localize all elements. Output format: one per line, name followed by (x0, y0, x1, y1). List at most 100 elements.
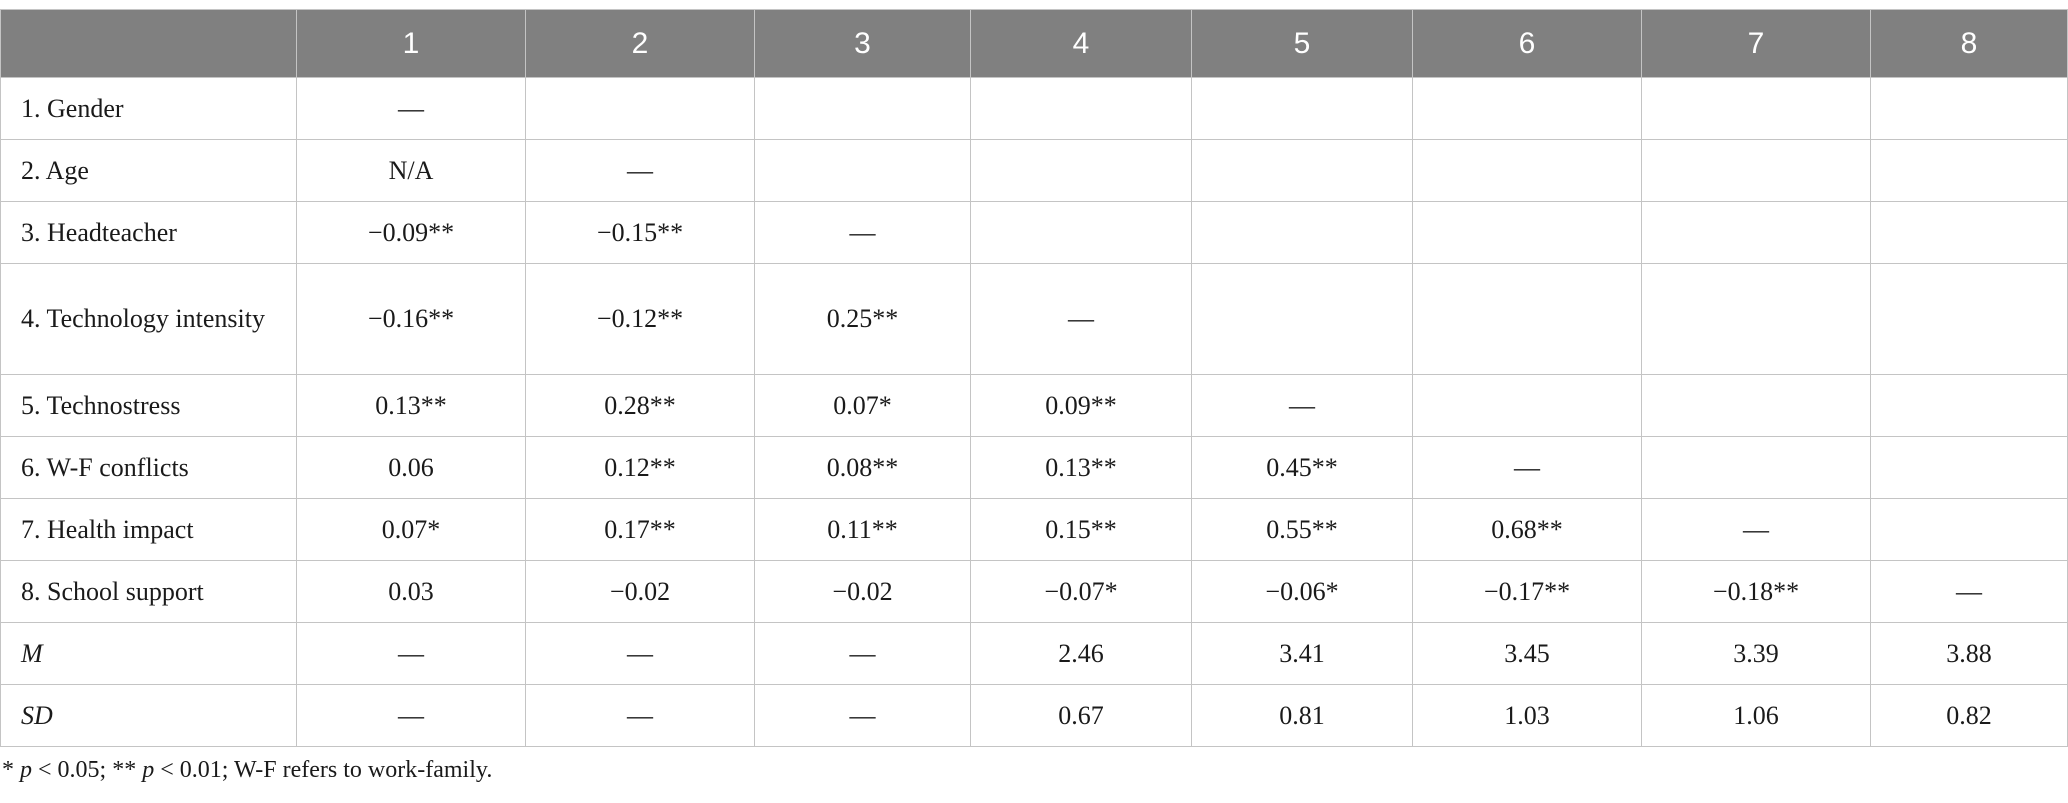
table-cell: — (525, 622, 755, 685)
table-cell (525, 77, 755, 140)
row-label: 1. Gender (0, 77, 297, 140)
row-label: 3. Headteacher (0, 201, 297, 264)
table-cell: 0.07* (754, 374, 971, 437)
row-label: 6. W-F conflicts (0, 436, 297, 499)
table-cell: 1.03 (1412, 684, 1642, 747)
table-cell (1870, 263, 2068, 375)
table-cell: 3.39 (1641, 622, 1871, 685)
table-cell (1641, 374, 1871, 437)
table-row: SD — — —0.67 0.81 1.03 1.06 0.82 (0, 684, 2068, 747)
table-cell (1412, 139, 1642, 202)
table-row: M — — —2.46 3.41 3.45 3.39 3.88 (0, 622, 2068, 685)
table-cell: N/A (296, 139, 526, 202)
column-header: 6 (1412, 9, 1642, 78)
table-cell: −0.09** (296, 201, 526, 264)
table-cell: 0.67 (970, 684, 1192, 747)
table-cell: 0.45** (1191, 436, 1413, 499)
table-cell: — (525, 139, 755, 202)
table-cell: 0.28** (525, 374, 755, 437)
table-cell (754, 139, 971, 202)
table-cell: — (1191, 374, 1413, 437)
row-label: SD (0, 684, 297, 747)
table-cell: 3.41 (1191, 622, 1413, 685)
table-cell: −0.06* (1191, 560, 1413, 623)
table-cell: −0.07* (970, 560, 1192, 623)
table-cell: −0.17** (1412, 560, 1642, 623)
column-header: 7 (1641, 9, 1871, 78)
table-cell (1870, 201, 2068, 264)
table-cell (1191, 263, 1413, 375)
table-row: 2. Age N/A — (0, 139, 2068, 202)
table-cell: — (754, 201, 971, 264)
table-cell: 0.68** (1412, 498, 1642, 561)
table-cell (1191, 201, 1413, 264)
table-cell (1870, 498, 2068, 561)
table-cell (1870, 77, 2068, 140)
table-row: 3. Headteacher −0.09** −0.15** — (0, 201, 2068, 264)
row-label: 2. Age (0, 139, 297, 202)
row-label: 4. Technology intensity (0, 263, 297, 375)
table-cell (970, 77, 1192, 140)
table-cell: −0.02 (754, 560, 971, 623)
table-cell: 0.11** (754, 498, 971, 561)
column-header: 2 (525, 9, 755, 78)
table-cell (1191, 77, 1413, 140)
table-cell: 0.82 (1870, 684, 2068, 747)
table-cell: 0.09** (970, 374, 1192, 437)
table-cell: — (970, 263, 1192, 375)
table-cell (1412, 263, 1642, 375)
table-row: 8. School support 0.03 −0.02 −0.02 −0.07* −0.… (0, 560, 2068, 623)
footnote-p-symbol: p (142, 757, 155, 783)
table-cell: 3.88 (1870, 622, 2068, 685)
footnote-sig1-text: < 0.05; ** (32, 757, 143, 783)
table-cell: 0.17** (525, 498, 755, 561)
table-cell (1641, 436, 1871, 499)
table-cell: 0.08** (754, 436, 971, 499)
table-body: 1. Gender —2. Age N/A —3. Headteacher −0.09*… (0, 77, 2068, 747)
row-label: M (0, 622, 297, 685)
column-header: 3 (754, 9, 971, 78)
table-cell (754, 77, 971, 140)
table-cell: 0.12** (525, 436, 755, 499)
row-label: 5. Technostress (0, 374, 297, 437)
row-label: 7. Health impact (0, 498, 297, 561)
table-cell: −0.12** (525, 263, 755, 375)
table-cell (1870, 374, 2068, 437)
table-cell (1641, 139, 1871, 202)
table-cell (1412, 374, 1642, 437)
table-cell: 0.25** (754, 263, 971, 375)
footnote-sig1-mark: * (2, 757, 20, 783)
table-cell (1412, 201, 1642, 264)
table-cell: 2.46 (970, 622, 1192, 685)
table-cell: 0.06 (296, 436, 526, 499)
table-cell: 0.07* (296, 498, 526, 561)
column-header: 1 (296, 9, 526, 78)
table-cell: — (525, 684, 755, 747)
table-cell: −0.15** (525, 201, 755, 264)
table-cell: — (296, 622, 526, 685)
table-cell (1641, 201, 1871, 264)
column-header: 8 (1870, 9, 2068, 78)
table-cell (1641, 77, 1871, 140)
table-cell (1412, 77, 1642, 140)
table-cell: — (296, 684, 526, 747)
table-cell: — (754, 622, 971, 685)
table-row: 5. Technostress 0.13** 0.28** 0.07* 0.09** — (0, 374, 2068, 437)
table-row: 4. Technology intensity −0.16** −0.12** 0.2… (0, 263, 2068, 375)
table-cell: −0.02 (525, 560, 755, 623)
table-cell: — (296, 77, 526, 140)
column-header: 4 (970, 9, 1192, 78)
header-corner-cell (0, 9, 297, 78)
table-cell (970, 201, 1192, 264)
table-cell: — (1641, 498, 1871, 561)
table-cell: −0.18** (1641, 560, 1871, 623)
column-header: 5 (1191, 9, 1413, 78)
table-cell: 0.55** (1191, 498, 1413, 561)
table-cell: 3.45 (1412, 622, 1642, 685)
table-cell (970, 139, 1192, 202)
table-cell (1641, 263, 1871, 375)
table-cell: 0.81 (1191, 684, 1413, 747)
